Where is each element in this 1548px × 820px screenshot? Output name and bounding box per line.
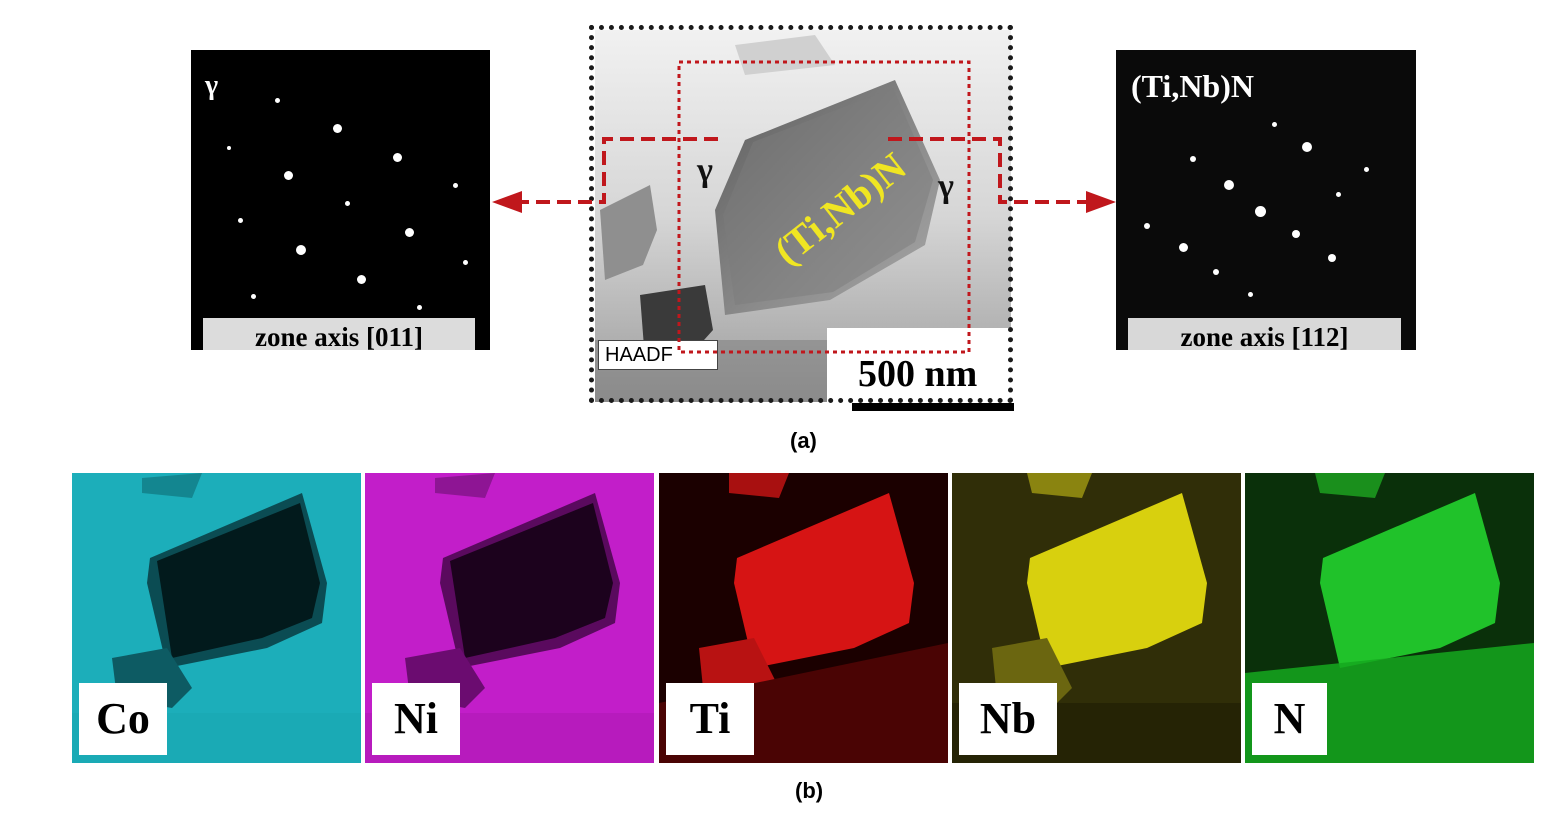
left-dashed-bracket xyxy=(520,137,718,204)
right-dashed-bracket xyxy=(888,137,1088,204)
left-arrowhead xyxy=(492,191,522,213)
haadf-frame xyxy=(589,25,1013,403)
eds-map-ni: Ni xyxy=(365,473,654,763)
annotation-overlay xyxy=(492,60,1116,411)
matrix-label-right: γ xyxy=(938,168,954,205)
eds-map-n: N xyxy=(1245,473,1534,763)
saed-phase-label-gamma: γ xyxy=(205,70,219,101)
eds-map-label-co: Co xyxy=(79,683,167,755)
zone-axis-box-left: zone axis [011] xyxy=(203,318,475,350)
eds-map-nb: Nb xyxy=(952,473,1241,763)
zone-axis-label-right: zone axis [112] xyxy=(1180,322,1349,350)
eds-map-label-ni: Ni xyxy=(372,683,460,755)
eds-map-label-ti: Ti xyxy=(666,683,754,755)
saed-pattern-tinbn: (Ti,Nb)N zone axis [112] xyxy=(1116,50,1416,350)
saed-pattern-gamma: γ zone axis [011] xyxy=(191,50,490,350)
zone-axis-box-right: zone axis [112] xyxy=(1128,318,1401,350)
caption-b: (b) xyxy=(795,778,824,803)
eds-map-ni-image xyxy=(365,473,654,763)
haadf-label: HAADF xyxy=(598,340,718,370)
haadf-image xyxy=(595,30,1011,402)
scale-bar xyxy=(852,403,1014,411)
eds-map-label-nb: Nb xyxy=(959,683,1057,755)
caption-a: (a) xyxy=(790,428,817,453)
matrix-label-left: γ xyxy=(697,152,713,189)
right-arrowhead xyxy=(1086,191,1116,213)
eds-map-label-n: N xyxy=(1252,683,1327,755)
zone-axis-label-left: zone axis [011] xyxy=(255,322,423,350)
saed-phase-label-tinbn: (Ti,Nb)N xyxy=(1131,68,1254,104)
eds-map-ti: Ti xyxy=(659,473,948,763)
selected-area-box xyxy=(677,60,971,354)
scale-bar-label: 500 nm xyxy=(858,353,978,395)
haadf-micrograph xyxy=(595,30,1011,402)
eds-map-co: Co xyxy=(72,473,361,763)
